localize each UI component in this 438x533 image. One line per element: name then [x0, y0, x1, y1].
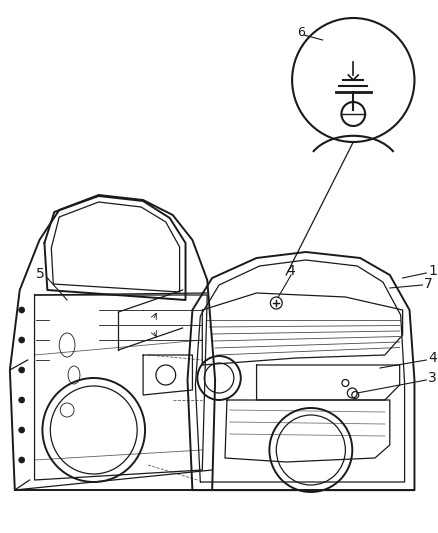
Text: 1: 1 [428, 264, 437, 278]
Text: 6: 6 [297, 26, 305, 38]
Circle shape [292, 18, 414, 142]
Text: 7: 7 [424, 277, 433, 291]
Circle shape [19, 427, 25, 433]
Circle shape [19, 397, 25, 403]
Circle shape [19, 457, 25, 463]
Circle shape [19, 337, 25, 343]
Circle shape [19, 307, 25, 313]
Text: 4: 4 [287, 264, 296, 278]
Text: 3: 3 [428, 371, 437, 385]
Circle shape [19, 367, 25, 373]
Text: 5: 5 [35, 267, 44, 281]
Text: 4: 4 [428, 351, 437, 365]
